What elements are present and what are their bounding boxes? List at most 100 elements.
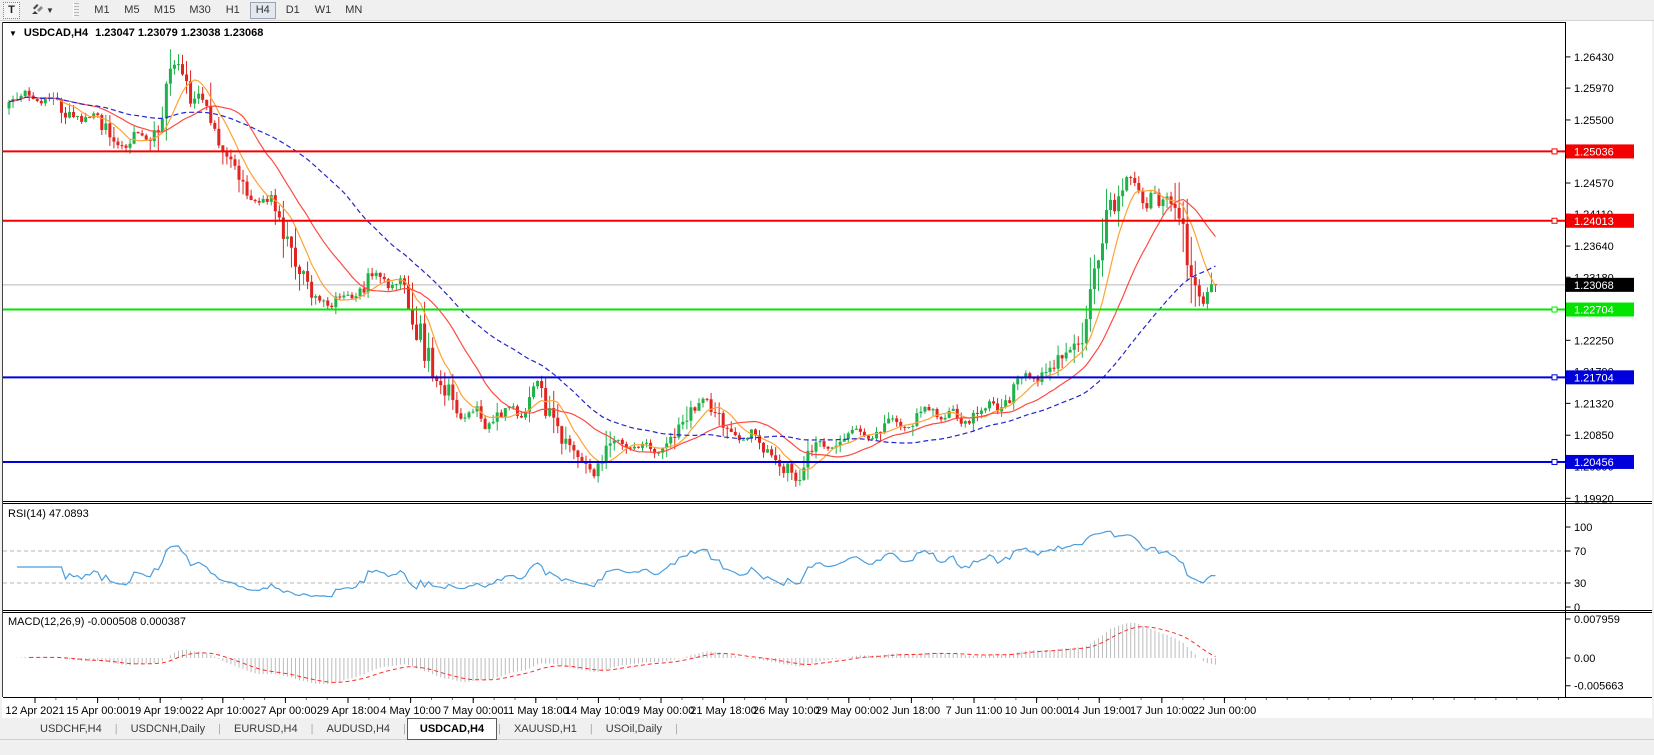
svg-text:1.25970: 1.25970 xyxy=(1574,83,1614,95)
macd-panel xyxy=(12,622,1216,684)
svg-text:1.24013: 1.24013 xyxy=(1574,216,1614,228)
panel-frame xyxy=(2,22,1652,698)
svg-text:7 Jun 11:00: 7 Jun 11:00 xyxy=(946,705,1003,717)
svg-text:29 May 00:00: 29 May 00:00 xyxy=(815,705,882,717)
hline-handle[interactable] xyxy=(1551,148,1558,155)
timeframe-button-group: M1 M5 M15 M30 H1 H4 D1 W1 MN xyxy=(87,1,369,19)
svg-text:1.19920: 1.19920 xyxy=(1574,493,1614,505)
timeframe-button-mn[interactable]: MN xyxy=(340,2,367,19)
hline-price-label: 1.25036 xyxy=(1566,144,1634,159)
top-toolbar: T ▼ M1 M5 M15 M30 H1 H4 D1 W1 MN xyxy=(0,0,1654,21)
arrows-tool-button[interactable]: ▼ xyxy=(26,2,59,19)
svg-text:19 Apr 19:00: 19 Apr 19:00 xyxy=(129,705,191,717)
tab-separator: | xyxy=(675,722,678,735)
chart-tab-audusd-h4[interactable]: AUDUSD,H4 xyxy=(326,722,391,735)
chart-window: 1.264301.259701.255001.250301.245701.241… xyxy=(2,21,1652,718)
hline-price-label: 1.20456 xyxy=(1566,454,1634,469)
toolbar-grip-handle[interactable] xyxy=(72,2,79,18)
hline-handle[interactable] xyxy=(1551,217,1558,224)
svg-text:1.23640: 1.23640 xyxy=(1574,241,1614,253)
hline-price-label: 1.22704 xyxy=(1566,302,1634,317)
hline-handle[interactable] xyxy=(1551,306,1558,313)
svg-text:26 May 10:00: 26 May 10:00 xyxy=(753,705,820,717)
timeframe-button-d1[interactable]: D1 xyxy=(280,2,306,19)
svg-text:14 Jun 19:00: 14 Jun 19:00 xyxy=(1067,705,1131,717)
timeframe-button-w1[interactable]: W1 xyxy=(310,2,337,19)
collapse-arrow-icon[interactable]: ▼ xyxy=(9,28,17,38)
svg-text:11 May 18:00: 11 May 18:00 xyxy=(503,705,569,717)
ma-medium-line xyxy=(8,96,1216,458)
arrows-dropdown-caret-icon[interactable]: ▼ xyxy=(46,5,54,15)
hline-price-label: 1.21704 xyxy=(1566,370,1634,385)
svg-text:1.22704: 1.22704 xyxy=(1574,305,1614,317)
hline-handle[interactable] xyxy=(1551,458,1558,465)
chart-tab-xauusd-h1[interactable]: XAUUSD,H1 xyxy=(513,722,577,735)
svg-text:30: 30 xyxy=(1574,578,1586,590)
timeframe-button-m5[interactable]: M5 xyxy=(119,2,145,19)
time-axis: 12 Apr 2021 15 Apr 00:00 19 Apr 19:00 22 Ap… xyxy=(5,698,1560,717)
chart-tab-usoil-daily[interactable]: USOil,Daily xyxy=(605,722,662,735)
macd-signal-line xyxy=(29,626,1216,683)
svg-text:29 Apr 18:00: 29 Apr 18:00 xyxy=(317,705,379,717)
svg-text:1.21704: 1.21704 xyxy=(1574,372,1614,384)
svg-text:0.007959: 0.007959 xyxy=(1574,614,1620,626)
rsi-line xyxy=(17,530,1216,598)
current-price-label: 1.23068 xyxy=(1566,277,1634,292)
svg-text:4 May 10:00: 4 May 10:00 xyxy=(380,705,441,717)
svg-text:21 May 18:00: 21 May 18:00 xyxy=(690,705,757,717)
svg-text:14 May 10:00: 14 May 10:00 xyxy=(565,705,632,717)
tab-separator: | xyxy=(310,722,314,735)
svg-text:17 Jun 10:00: 17 Jun 10:00 xyxy=(1130,705,1194,717)
svg-text:1.23068: 1.23068 xyxy=(1574,280,1614,292)
svg-text:22 Apr 10:00: 22 Apr 10:00 xyxy=(192,705,254,717)
svg-text:2 Jun 18:00: 2 Jun 18:00 xyxy=(883,705,941,717)
svg-text:1.20456: 1.20456 xyxy=(1574,457,1614,469)
svg-text:27 Apr 00:00: 27 Apr 00:00 xyxy=(254,705,316,717)
status-strip xyxy=(0,740,1654,755)
svg-text:15 Apr 00:00: 15 Apr 00:00 xyxy=(66,705,128,717)
chart-tab-usdchf-h4[interactable]: USDCHF,H4 xyxy=(40,722,102,735)
timeframe-button-m1[interactable]: M1 xyxy=(89,2,115,19)
svg-text:0.00: 0.00 xyxy=(1574,653,1595,665)
timeframe-button-m30[interactable]: M30 xyxy=(184,2,215,19)
tab-separator: | xyxy=(403,722,406,735)
chart-tab-eurusd-h4[interactable]: EURUSD,H4 xyxy=(234,722,298,735)
tab-separator: | xyxy=(114,722,118,735)
svg-text:70: 70 xyxy=(1574,546,1586,558)
svg-text:0: 0 xyxy=(1574,602,1580,614)
macd-indicator-label: MACD(12,26,9) -0.000508 0.000387 xyxy=(8,616,186,628)
timeframe-button-m15[interactable]: M15 xyxy=(149,2,180,19)
chart-tab-usdcad-h4[interactable]: USDCAD,H4 xyxy=(406,717,498,740)
rsi-indicator-label: RSI(14) 47.0893 xyxy=(8,508,89,520)
tab-separator: | xyxy=(498,722,501,735)
svg-text:1.25500: 1.25500 xyxy=(1574,115,1614,127)
tab-separator: | xyxy=(218,722,222,735)
svg-text:7 May 00:00: 7 May 00:00 xyxy=(443,705,504,717)
svg-text:1.25036: 1.25036 xyxy=(1574,146,1614,158)
tab-separator: | xyxy=(589,722,593,735)
arrows-tool-icon xyxy=(31,2,44,18)
svg-text:22 Jun 00:00: 22 Jun 00:00 xyxy=(1193,705,1257,717)
candlesticks-layer xyxy=(7,49,1217,487)
svg-text:1.24570: 1.24570 xyxy=(1574,178,1614,190)
chart-title: ▼ USDCAD,H4 1.23047 1.23079 1.23038 1.23… xyxy=(9,27,263,39)
svg-text:100: 100 xyxy=(1574,522,1592,534)
price-chart-canvas[interactable]: 1.264301.259701.255001.250301.245701.241… xyxy=(2,21,1652,718)
timeframe-button-h4[interactable]: H4 xyxy=(249,1,276,19)
chart-ohlc-values: 1.23047 1.23079 1.23038 1.23068 xyxy=(95,27,264,39)
svg-text:19 May 00:00: 19 May 00:00 xyxy=(628,705,695,717)
svg-text:10 Jun 00:00: 10 Jun 00:00 xyxy=(1005,705,1069,717)
chart-tab-usdcnh-daily[interactable]: USDCNH,Daily xyxy=(130,722,206,735)
text-tool-button[interactable]: T xyxy=(3,1,20,19)
svg-text:1.26430: 1.26430 xyxy=(1574,52,1614,64)
timeframe-button-h1[interactable]: H1 xyxy=(220,2,246,19)
hline-price-label: 1.24013 xyxy=(1566,213,1634,228)
svg-text:1.22250: 1.22250 xyxy=(1574,335,1614,347)
svg-text:12 Apr 2021: 12 Apr 2021 xyxy=(5,705,64,717)
chart-tabs-bar: USDCHF,H4 | USDCNH,Daily | EURUSD,H4 | AUDUSD,… xyxy=(0,717,1654,740)
svg-text:-0.005663: -0.005663 xyxy=(1574,681,1624,693)
ma-fast-line xyxy=(8,79,1217,472)
svg-text:1.21320: 1.21320 xyxy=(1574,398,1614,410)
hline-handle[interactable] xyxy=(1551,374,1558,381)
rsi-panel xyxy=(3,530,1565,598)
